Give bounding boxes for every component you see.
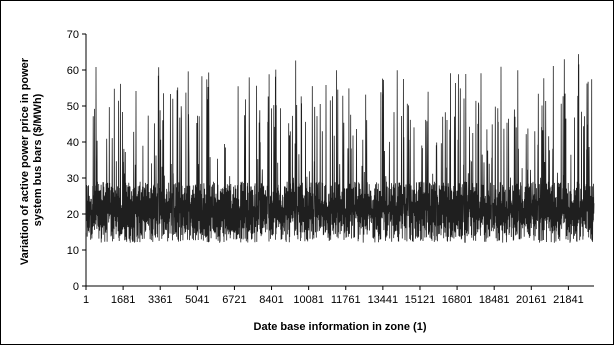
- x-tick-label: 20161: [516, 294, 547, 306]
- y-axis-title: Variation of active power price in power…: [19, 55, 44, 265]
- y-tick-label: 70: [67, 29, 79, 41]
- x-tick-label: 3361: [148, 294, 172, 306]
- y-tick-label: 0: [73, 281, 79, 293]
- x-ticks: 1 1681 3361 5041 6721 8401 10081 11761 13441 1512…: [83, 286, 584, 306]
- x-tick-label: 11761: [331, 294, 361, 306]
- x-tick-label: 15121: [405, 294, 436, 306]
- x-tick-label: 6721: [222, 294, 246, 306]
- plot-area: 0 10 20 30 40 50 60 70 1 1681 3361 5041 6721 8401 100…: [67, 29, 595, 306]
- x-tick-label: 10081: [293, 294, 324, 306]
- x-tick-label: 1681: [111, 294, 135, 306]
- y-tick-label: 60: [67, 65, 79, 77]
- y-ticks: 0 10 20 30 40 50 60 70: [67, 29, 86, 293]
- x-tick-label: 1: [83, 294, 89, 306]
- series-line: [85, 54, 595, 243]
- y-tick-label: 50: [67, 101, 79, 113]
- y-axis-title-line-2: system bus bars ($/MWh): [32, 93, 44, 226]
- y-tick-label: 40: [67, 137, 79, 149]
- x-axis-title: Date base information in zone (1): [254, 321, 427, 333]
- series-layer: [85, 54, 595, 243]
- y-tick-label: 30: [67, 173, 79, 185]
- x-tick-label: 5041: [185, 294, 209, 306]
- y-tick-label: 20: [67, 209, 79, 221]
- y-axis-title-line-1: Variation of active power price in power: [19, 57, 31, 265]
- y-tick-label: 10: [67, 245, 79, 257]
- x-tick-label: 8401: [259, 294, 283, 306]
- x-tick-label: 16801: [442, 294, 473, 306]
- x-tick-label: 13441: [368, 294, 399, 306]
- x-tick-label: 21841: [553, 294, 584, 306]
- x-tick-label: 18481: [479, 294, 510, 306]
